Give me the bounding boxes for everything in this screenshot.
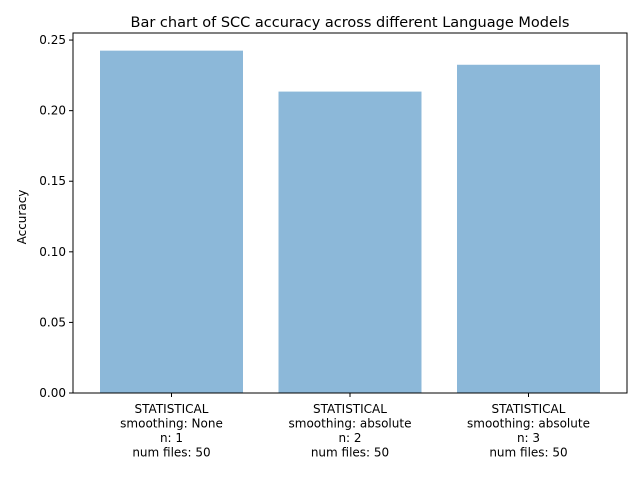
y-tick-label-4: 0.15 [39, 174, 66, 188]
plot-frame [72, 32, 628, 394]
x-tick-label-2: STATISTICAL smoothing: absolute n: 2 num fi… [289, 402, 412, 460]
x-axis-ticks: STATISTICAL smoothing: None n: 1 num files:… [120, 393, 590, 460]
y-tick-label-3: 0.10 [39, 245, 66, 259]
y-tick-label-6: 0.25 [39, 33, 66, 47]
chart-title: Bar chart of SCC accuracy across differe… [131, 15, 570, 31]
y-tick-label-2: 0.05 [39, 315, 66, 329]
bar-2 [278, 91, 422, 394]
bars-group [100, 50, 600, 394]
y-tick-label-5: 0.20 [39, 104, 66, 118]
y-axis-ticks: 0.00 0.05 0.10 0.15 0.20 0.25 [39, 33, 73, 400]
bar-1 [100, 50, 243, 393]
y-tick-label-1: 0.00 [39, 386, 66, 400]
x-tick-label-3: STATISTICAL smoothing: absolute n: 3 num fi… [467, 402, 590, 460]
x-tick-label-1: STATISTICAL smoothing: None n: 1 num files:… [120, 402, 223, 460]
bar-3 [457, 64, 600, 393]
y-axis-label: Accuracy [15, 190, 29, 245]
